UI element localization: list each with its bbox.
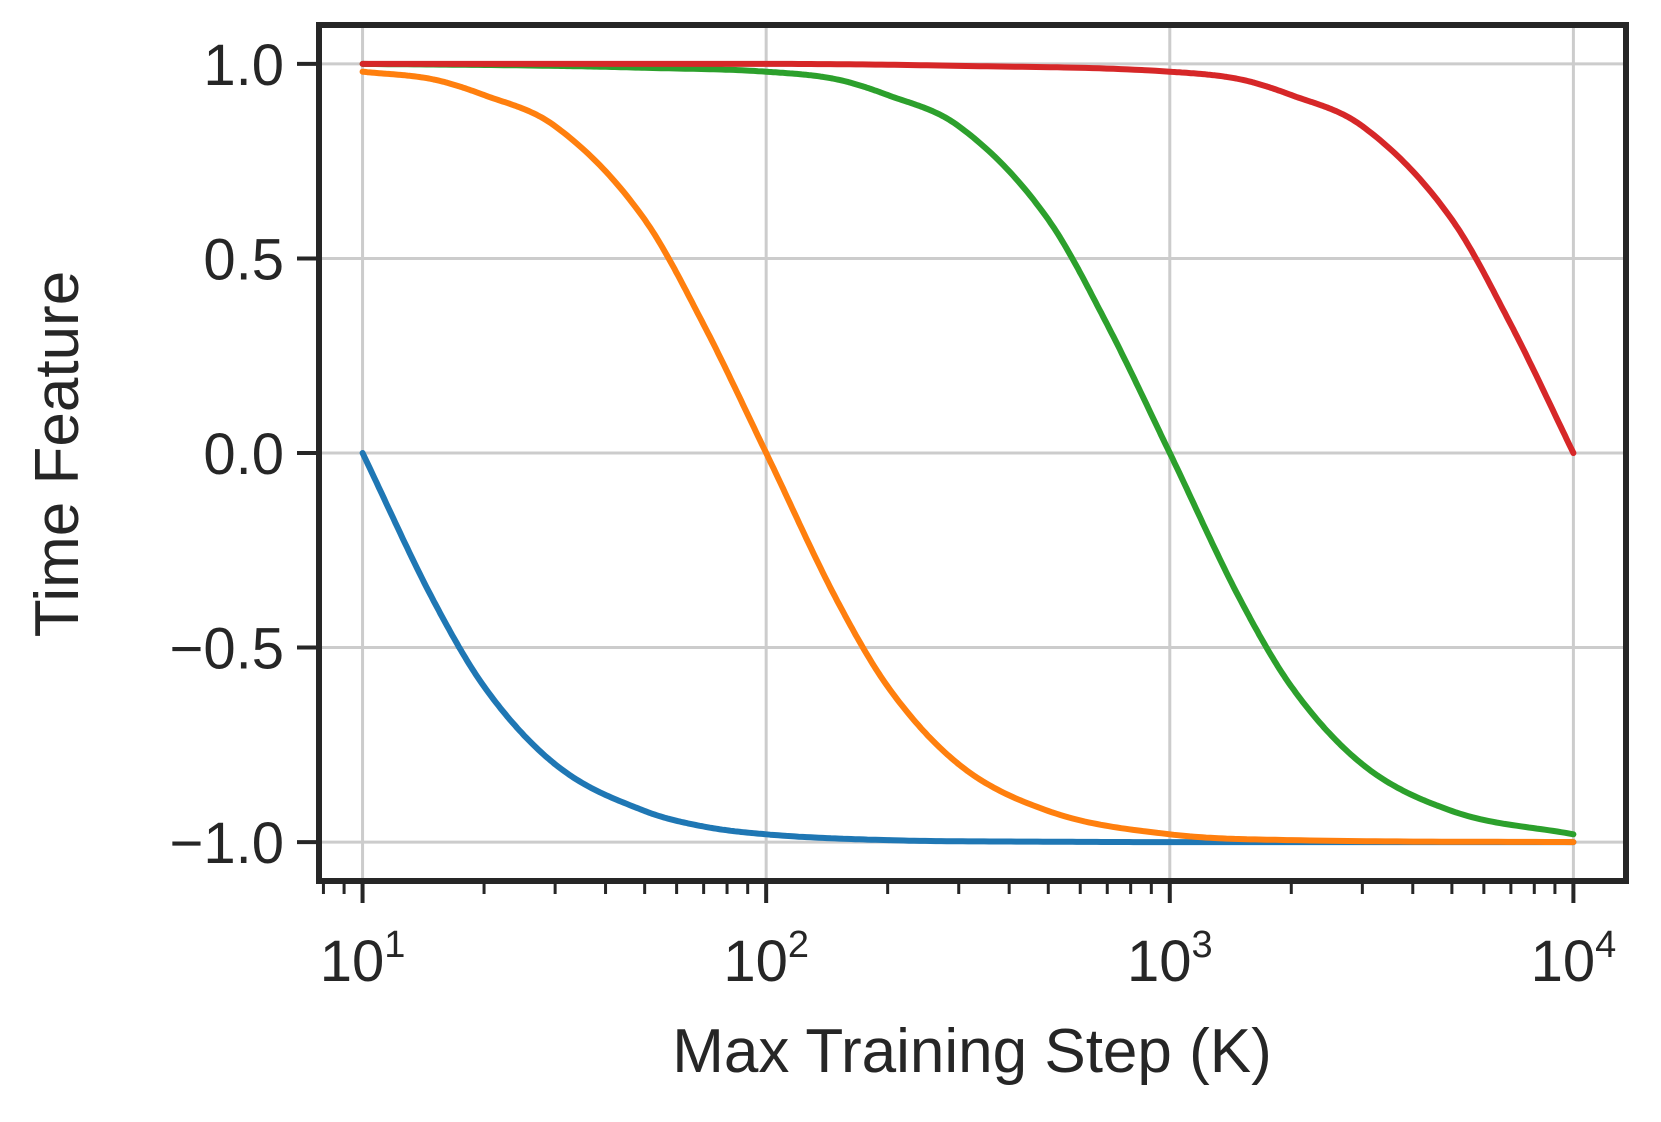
x-tick-label: 103 xyxy=(1127,924,1213,994)
y-tick-label: −0.5 xyxy=(170,617,285,682)
series-line-4 xyxy=(359,60,1577,456)
grid-lines xyxy=(319,25,1626,881)
y-tick-label: 0.0 xyxy=(203,422,284,487)
x-tick-label: 101 xyxy=(320,924,406,994)
series-line-3 xyxy=(359,60,1577,838)
series-line-1 xyxy=(359,450,1577,846)
tick-labels: 1.0 0.5 0.0 −0.5 −1.0 101 102 103 104 xyxy=(170,33,1617,994)
y-tick-label: 1.0 xyxy=(203,33,284,98)
y-tick-label: −1.0 xyxy=(170,811,285,876)
x-axis-title: Max Training Step (K) xyxy=(672,1017,1272,1086)
plot-frame xyxy=(316,22,1629,884)
series-lines xyxy=(359,60,1577,846)
x-tick-label: 104 xyxy=(1531,924,1617,994)
series-line-2 xyxy=(359,68,1577,846)
x-tick-label: 102 xyxy=(723,924,809,994)
y-axis-title: Time Feature xyxy=(23,271,92,637)
y-tick-label: 0.5 xyxy=(203,227,284,292)
axis-ticks xyxy=(297,61,1576,903)
